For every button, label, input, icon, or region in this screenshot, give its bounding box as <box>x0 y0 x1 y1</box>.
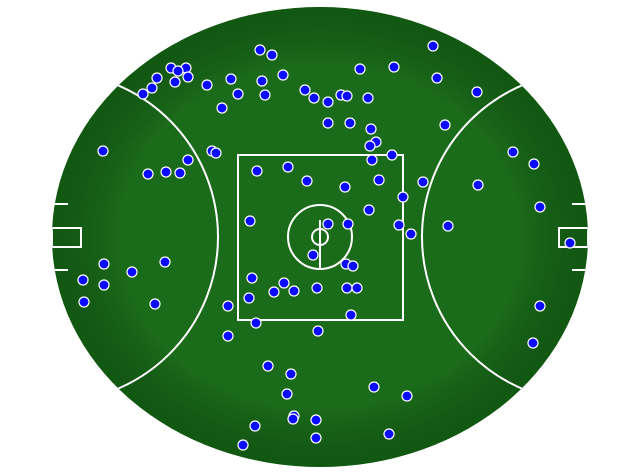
point <box>126 266 138 278</box>
point <box>439 119 451 131</box>
point <box>417 176 429 188</box>
point <box>373 174 385 186</box>
point <box>354 63 366 75</box>
point <box>351 282 363 294</box>
point <box>146 82 158 94</box>
point <box>339 181 351 193</box>
point <box>244 215 256 227</box>
point <box>307 249 319 261</box>
point <box>322 117 334 129</box>
point <box>344 117 356 129</box>
point <box>310 432 322 444</box>
point <box>201 79 213 91</box>
point <box>216 102 228 114</box>
point <box>471 86 483 98</box>
point <box>249 420 261 432</box>
point <box>246 272 258 284</box>
point <box>97 145 109 157</box>
point <box>182 71 194 83</box>
point <box>182 154 194 166</box>
point <box>341 90 353 102</box>
points <box>77 40 576 451</box>
point <box>169 76 181 88</box>
point <box>322 218 334 230</box>
point <box>341 282 353 294</box>
point <box>311 282 323 294</box>
point <box>250 317 262 329</box>
point <box>137 88 149 100</box>
point <box>174 167 186 179</box>
point <box>222 300 234 312</box>
point <box>507 146 519 158</box>
point <box>210 147 222 159</box>
point <box>98 279 110 291</box>
point <box>365 123 377 135</box>
point <box>388 61 400 73</box>
point <box>308 92 320 104</box>
point <box>285 368 297 380</box>
point <box>268 286 280 298</box>
point <box>232 88 244 100</box>
point <box>78 296 90 308</box>
point <box>278 277 290 289</box>
point <box>251 165 263 177</box>
point <box>342 218 354 230</box>
point <box>282 161 294 173</box>
point <box>386 149 398 161</box>
point <box>237 439 249 451</box>
point <box>431 72 443 84</box>
point <box>528 158 540 170</box>
point <box>142 168 154 180</box>
point <box>254 44 266 56</box>
point <box>442 220 454 232</box>
point <box>288 285 300 297</box>
point <box>534 300 546 312</box>
point <box>368 381 380 393</box>
point <box>172 65 184 77</box>
point <box>225 73 237 85</box>
point <box>366 154 378 166</box>
point <box>401 390 413 402</box>
point <box>472 179 484 191</box>
point <box>281 388 293 400</box>
point <box>277 69 289 81</box>
point <box>564 237 576 249</box>
point <box>345 309 357 321</box>
point <box>259 89 271 101</box>
point <box>312 325 324 337</box>
point <box>405 228 417 240</box>
point <box>301 175 313 187</box>
point <box>98 258 110 270</box>
point <box>363 204 375 216</box>
point <box>299 84 311 96</box>
point <box>160 166 172 178</box>
point <box>149 298 161 310</box>
point <box>427 40 439 52</box>
point <box>287 413 299 425</box>
point <box>534 201 546 213</box>
point <box>222 330 234 342</box>
point <box>243 292 255 304</box>
point <box>256 75 268 87</box>
point <box>159 256 171 268</box>
point <box>310 414 322 426</box>
point <box>364 140 376 152</box>
point <box>262 360 274 372</box>
point <box>383 428 395 440</box>
point <box>266 49 278 61</box>
point <box>397 191 409 203</box>
point <box>527 337 539 349</box>
point <box>77 274 89 286</box>
point <box>362 92 374 104</box>
point <box>151 72 163 84</box>
point <box>322 96 334 108</box>
point <box>347 260 359 272</box>
point <box>393 219 405 231</box>
